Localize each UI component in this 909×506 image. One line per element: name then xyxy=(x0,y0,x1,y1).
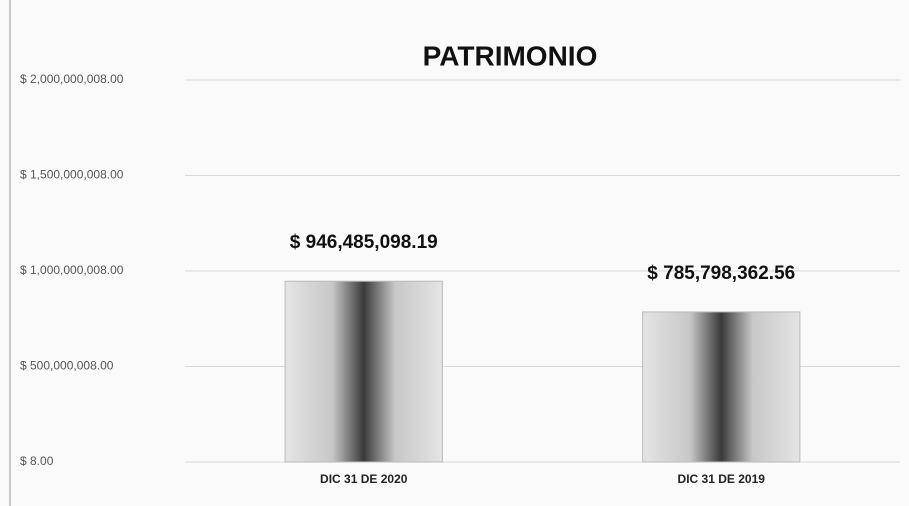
y-tick-label: $ 500,000,008.00 xyxy=(20,359,114,373)
x-tick-label: DIC 31 DE 2019 xyxy=(678,472,766,486)
bar xyxy=(642,311,801,463)
y-tick-label: $ 2,000,000,008.00 xyxy=(20,72,124,86)
y-tick-label: $ 1,000,000,008.00 xyxy=(20,263,124,277)
y-tick-label: $ 1,500,000,008.00 xyxy=(20,168,124,182)
chart-title: PATRIMONIO xyxy=(423,40,598,71)
x-tick-label: DIC 31 DE 2020 xyxy=(320,472,408,486)
y-tick-label: $ 8.00 xyxy=(20,454,54,468)
data-label: $ 946,485,098.19 xyxy=(290,232,438,253)
data-label: $ 785,798,362.56 xyxy=(647,263,795,284)
bar xyxy=(284,280,443,463)
